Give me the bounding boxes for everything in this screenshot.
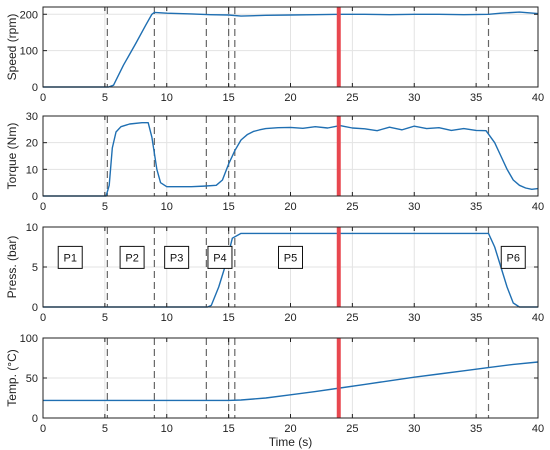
- x-tick-label: 0: [40, 201, 46, 213]
- y-tick-label: 30: [26, 111, 38, 123]
- x-tick-label: 35: [470, 312, 482, 324]
- phase-label-text: P6: [507, 252, 520, 264]
- x-tick-label: 40: [532, 201, 544, 213]
- x-tick-label: 35: [470, 201, 482, 213]
- phase-label-box: [207, 245, 233, 269]
- y-tick-label: 0: [32, 413, 38, 425]
- x-tick-label: 40: [532, 312, 544, 324]
- x-tick-label: 15: [223, 312, 235, 324]
- phase-label-box: [164, 245, 190, 269]
- phase-label-p6: P6: [500, 245, 526, 269]
- phase-label-p2: P2: [119, 245, 145, 269]
- x-tick-label: 35: [470, 423, 482, 435]
- y-axis-label: Torque (Nm): [5, 123, 19, 190]
- y-axis-label: Press. (bar): [5, 236, 19, 299]
- y-tick-label: 10: [26, 222, 38, 234]
- x-tick-label: 20: [284, 312, 296, 324]
- y-tick-label: 200: [20, 9, 38, 21]
- x-tick-label: 5: [102, 201, 108, 213]
- x-tick-label: 10: [161, 423, 173, 435]
- phase-label-box: [500, 245, 526, 269]
- x-tick-label: 40: [532, 423, 544, 435]
- x-tick-label: 0: [40, 92, 46, 104]
- panel-2: 0 5 10 15 20 25 30 35 40 0 10 20 30 Torque (Nm): [5, 111, 544, 213]
- y-tick-label: 5: [32, 262, 38, 274]
- x-tick-label: 20: [284, 423, 296, 435]
- phase-label-p5: P5: [278, 245, 303, 269]
- phase-label-box: [57, 245, 83, 269]
- y-axis-label: Speed (rpm): [5, 14, 19, 81]
- y-tick-label: 0: [32, 82, 38, 94]
- series-line: [43, 11, 539, 88]
- phase-label-p1: P1: [57, 245, 83, 269]
- x-axis-label: Time (s): [269, 435, 313, 449]
- x-tick-label: 30: [408, 312, 420, 324]
- y-tick-label: 20: [26, 138, 38, 150]
- x-tick-label: 10: [161, 201, 173, 213]
- phase-label-text: P5: [284, 252, 297, 264]
- x-tick-label: 5: [102, 423, 108, 435]
- series-line: [43, 121, 539, 197]
- x-tick-label: 25: [346, 201, 358, 213]
- phase-label-text: P3: [170, 252, 183, 264]
- phase-label-p4: P4: [207, 245, 233, 269]
- phase-label-text: P4: [213, 252, 226, 264]
- y-tick-label: 100: [20, 46, 38, 58]
- panel-3: P1 P2 P3 P4 P5 P6 0 5 10 15 20 25 30 35 40 0 5 10 Press. (…: [5, 222, 544, 324]
- x-tick-label: 15: [223, 92, 235, 104]
- y-tick-label: 0: [32, 302, 38, 314]
- x-tick-label: 0: [40, 312, 46, 324]
- x-tick-label: 15: [223, 201, 235, 213]
- phase-label-text: P2: [125, 252, 138, 264]
- x-tick-label: 25: [346, 312, 358, 324]
- y-tick-label: 10: [26, 164, 38, 176]
- x-tick-label: 30: [408, 423, 420, 435]
- phase-label-box: [119, 245, 145, 269]
- series-line: [43, 232, 538, 308]
- x-tick-label: 15: [223, 423, 235, 435]
- phase-label-p3: P3: [164, 245, 190, 269]
- x-tick-label: 25: [346, 423, 358, 435]
- y-tick-label: 100: [20, 333, 38, 345]
- x-tick-label: 35: [470, 92, 482, 104]
- x-tick-label: 20: [284, 201, 296, 213]
- phase-label-box: [278, 245, 303, 269]
- x-tick-label: 5: [102, 312, 108, 324]
- x-tick-label: 30: [408, 201, 420, 213]
- x-tick-label: 10: [161, 92, 173, 104]
- phase-label-text: P1: [63, 252, 76, 264]
- x-tick-label: 5: [102, 92, 108, 104]
- x-tick-label: 25: [346, 92, 358, 104]
- y-tick-label: 50: [26, 373, 38, 385]
- x-tick-label: 0: [40, 423, 46, 435]
- y-axis-label: Temp. (°C): [5, 349, 19, 406]
- x-tick-label: 40: [532, 92, 544, 104]
- x-tick-label: 20: [284, 92, 296, 104]
- y-tick-label: 0: [32, 191, 38, 203]
- x-tick-label: 30: [408, 92, 420, 104]
- x-tick-label: 10: [161, 312, 173, 324]
